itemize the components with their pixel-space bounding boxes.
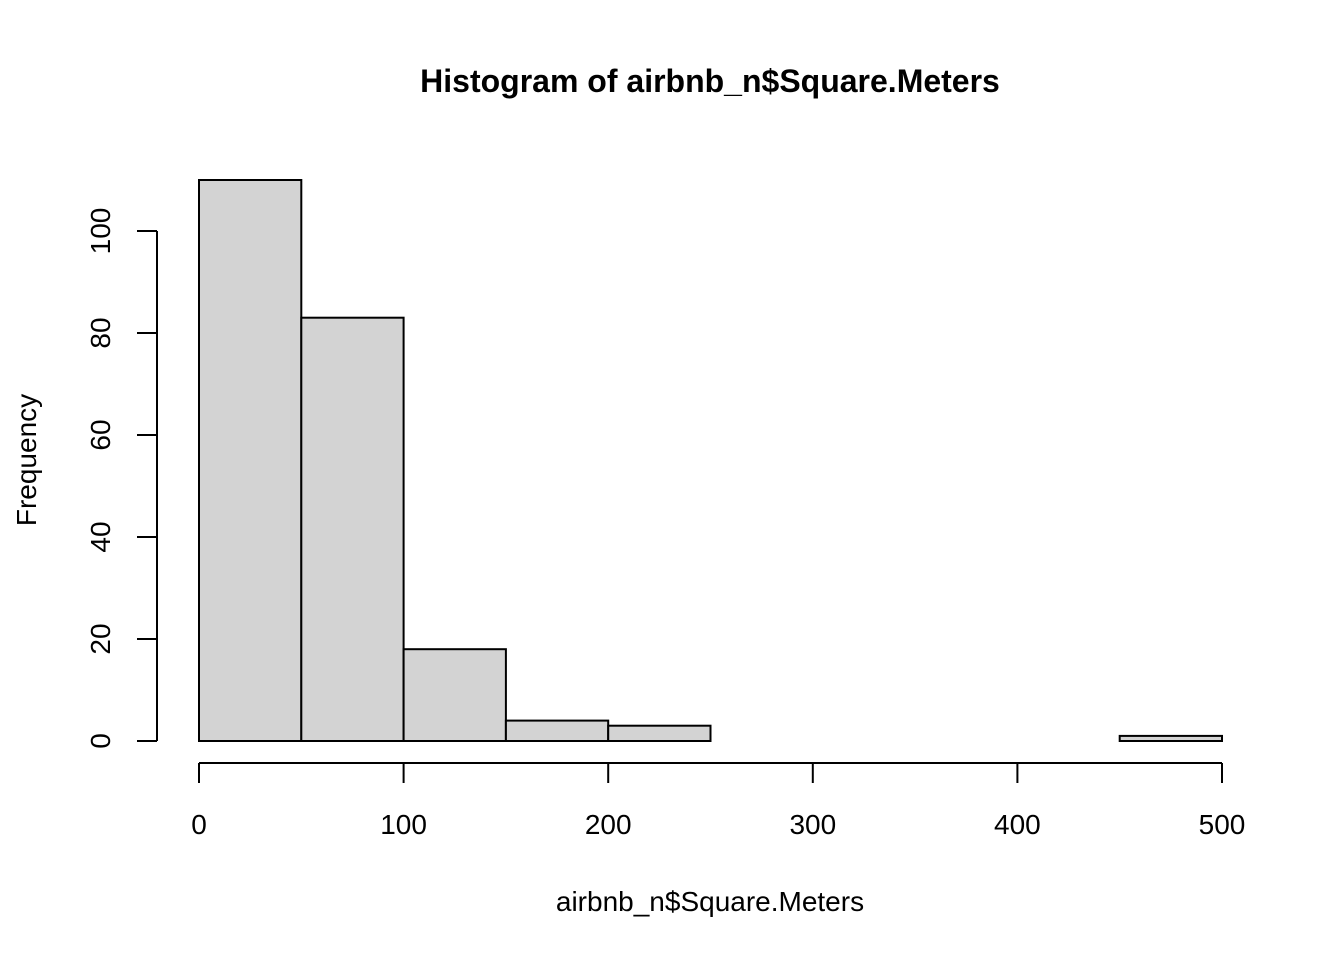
histogram-bar-2 (402, 648, 507, 743)
chart-title: Histogram of airbnb_n$Square.Meters (420, 63, 1000, 99)
x-tick-label-1: 100 (380, 809, 427, 840)
histogram-bar-0 (198, 179, 303, 742)
x-tick-label-3: 300 (789, 809, 836, 840)
y-axis: 0 20 40 60 80 100 (85, 208, 158, 749)
y-tick-label-4: 80 (85, 317, 116, 348)
x-axis-label: airbnb_n$Square.Meters (556, 886, 864, 917)
y-tick-label-1: 20 (85, 623, 116, 654)
y-tick-label-2: 40 (85, 521, 116, 552)
histogram-bar-9 (1118, 734, 1223, 743)
histogram-bars (198, 179, 1223, 743)
histogram-bar-3 (504, 719, 610, 742)
x-axis: 0 100 200 300 400 500 (191, 762, 1246, 840)
histogram-bar-4 (607, 724, 712, 743)
x-tick-label-2: 200 (585, 809, 632, 840)
y-tick-label-3: 60 (85, 419, 116, 450)
y-tick-label-0: 0 (85, 733, 116, 749)
y-tick-label-5: 100 (85, 208, 116, 255)
x-tick-label-4: 400 (994, 809, 1041, 840)
x-tick-label-0: 0 (191, 809, 207, 840)
y-axis-label: Frequency (11, 394, 42, 526)
histogram-bar-1 (300, 316, 405, 742)
x-tick-label-5: 500 (1199, 809, 1246, 840)
